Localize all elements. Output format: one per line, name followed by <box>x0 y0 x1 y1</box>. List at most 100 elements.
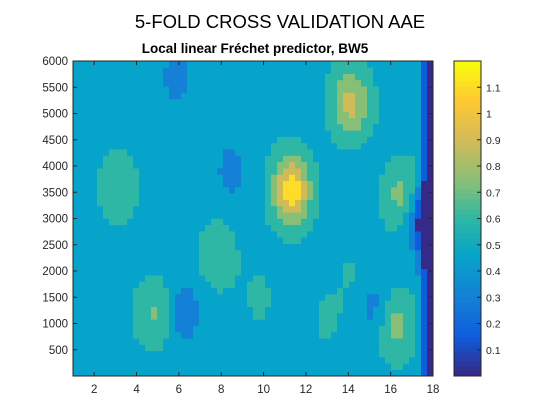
contour-cell <box>319 117 326 125</box>
contour-cell <box>391 262 398 270</box>
contour-cell <box>187 79 194 87</box>
contour-cell <box>157 180 164 188</box>
contour-cell <box>277 199 284 207</box>
contour-cell <box>211 306 218 314</box>
contour-cell <box>139 187 146 194</box>
contour-cell <box>151 344 158 352</box>
contour-cell <box>379 294 386 301</box>
contour-cell <box>271 136 278 144</box>
contour-cell <box>175 79 182 87</box>
contour-cell <box>163 67 170 74</box>
contour-cell <box>379 313 386 320</box>
contour-cell <box>295 218 302 226</box>
contour-cell <box>421 250 428 257</box>
contour-cell <box>247 224 254 232</box>
contour-cell <box>223 256 230 263</box>
contour-cell <box>175 161 182 169</box>
contour-cell <box>331 287 338 295</box>
contour-cell <box>133 281 140 289</box>
contour-cell <box>163 105 170 112</box>
contour-cell <box>211 331 218 339</box>
contour-cell <box>259 199 266 207</box>
contour-cell <box>343 224 350 232</box>
contour-cell <box>103 224 110 232</box>
contour-cell <box>247 130 254 137</box>
contour-cell <box>331 117 338 125</box>
contour-cell <box>133 313 140 320</box>
contour-cell <box>265 105 272 112</box>
contour-cell <box>403 231 410 238</box>
contour-cell <box>397 350 404 358</box>
contour-cell <box>325 268 332 276</box>
contour-cell <box>181 136 188 144</box>
y-tick-label: 500 <box>49 345 68 357</box>
contour-cell <box>355 275 362 282</box>
contour-cell <box>379 142 386 150</box>
contour-cell <box>127 92 134 100</box>
contour-cell <box>361 350 368 358</box>
contour-cell <box>121 142 128 150</box>
contour-cell <box>163 325 170 333</box>
contour-cell <box>223 149 230 156</box>
contour-cell <box>223 205 230 213</box>
contour-cell <box>259 231 266 238</box>
contour-cell <box>283 231 290 238</box>
contour-cell <box>235 363 242 370</box>
contour-cell <box>289 174 296 181</box>
contour-cell <box>283 130 290 137</box>
contour-cell <box>193 212 200 219</box>
contour-cell <box>337 287 344 295</box>
contour-cell <box>109 180 116 188</box>
contour-cell <box>229 325 236 333</box>
contour-cell <box>331 199 338 207</box>
contour-cell <box>355 187 362 194</box>
contour-cell <box>307 117 314 125</box>
contour-cell <box>73 117 80 125</box>
contour-cell <box>277 86 284 93</box>
contour-cell <box>307 105 314 112</box>
contour-cell <box>313 149 320 156</box>
contour-cell <box>205 231 212 238</box>
contour-cell <box>151 212 158 219</box>
contour-cell <box>361 294 368 301</box>
contour-cell <box>409 256 416 263</box>
contour-cell <box>307 281 314 289</box>
contour-cell <box>127 205 134 213</box>
contour-cell <box>277 243 284 251</box>
contour-cell <box>295 142 302 150</box>
contour-cell <box>187 281 194 289</box>
contour-cell <box>373 187 380 194</box>
contour-cell <box>403 98 410 106</box>
contour-cell <box>319 130 326 137</box>
contour-cell <box>187 117 194 125</box>
contour-cell <box>337 111 344 118</box>
contour-cell <box>211 287 218 295</box>
contour-cell <box>367 174 374 181</box>
contour-cell <box>187 187 194 194</box>
contour-cell <box>109 331 116 339</box>
contour-cell <box>145 313 152 320</box>
contour-cell <box>415 268 422 276</box>
contour-cell <box>157 117 164 125</box>
contour-cell <box>151 92 158 100</box>
contour-cell <box>211 281 218 289</box>
contour-cell <box>319 313 326 320</box>
contour-cell <box>307 363 314 370</box>
contour-cell <box>139 357 146 364</box>
contour-cell <box>313 237 320 244</box>
contour-cell <box>355 212 362 219</box>
contour-cell <box>217 79 224 87</box>
colorbar-step <box>454 252 481 259</box>
contour-cell <box>367 325 374 333</box>
contour-cell <box>133 130 140 137</box>
contour-cell <box>379 250 386 257</box>
contour-cell <box>109 105 116 112</box>
contour-cell <box>283 294 290 301</box>
contour-cell <box>199 344 206 352</box>
contour-cell <box>283 180 290 188</box>
contour-cell <box>127 281 134 289</box>
contour-cell <box>175 136 182 144</box>
contour-cell <box>139 287 146 295</box>
contour-cell <box>319 363 326 370</box>
contour-cell <box>97 369 104 377</box>
